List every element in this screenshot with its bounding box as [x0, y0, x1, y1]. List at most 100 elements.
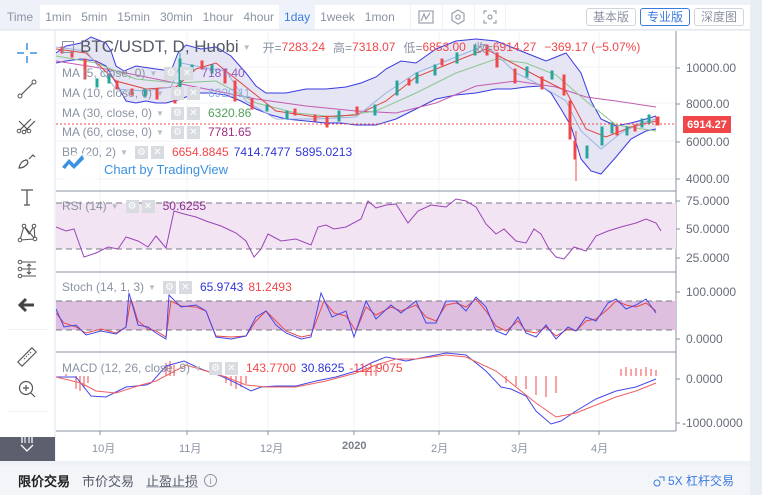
interval-5min[interactable]: 5min	[81, 10, 108, 24]
stoch-d-value: 81.2493	[248, 280, 292, 294]
close-icon[interactable]: ✕	[186, 86, 200, 100]
x-tick: 12月	[260, 443, 284, 455]
gear-icon[interactable]: ⚙	[134, 145, 148, 159]
chevron-down-icon[interactable]: ▼	[156, 127, 164, 137]
crosshair-icon	[17, 43, 37, 63]
back-tool[interactable]	[10, 291, 44, 319]
close-icon[interactable]: ✕	[141, 199, 155, 213]
text-tool[interactable]	[10, 183, 44, 211]
ma10-value: 6920.11	[207, 86, 251, 100]
gear-icon[interactable]: ⚙	[125, 199, 139, 213]
tradingview-watermark[interactable]: Chart by TradingView	[60, 153, 228, 185]
main-legend: BTC/USDT, D, Huobi ▼ 开= 7283.24 高= 7318.07…	[62, 37, 640, 57]
x-tick: 4月	[591, 443, 609, 455]
settings-button[interactable]	[441, 4, 474, 30]
gear-icon[interactable]: ⚙	[164, 66, 178, 80]
magnet-icon	[20, 431, 34, 452]
indicator-button[interactable]	[409, 4, 442, 30]
leverage-icon	[653, 476, 665, 486]
chevron-down-icon[interactable]: ▼	[120, 147, 128, 157]
x-tick: 2月	[431, 443, 449, 455]
interval-time[interactable]: Time	[0, 5, 41, 29]
leverage-trading-link[interactable]: 5X 杠杆交易	[653, 472, 734, 489]
ma5-legend: MA (5, close, 0) ▼ ⚙ ✕ 7187.40	[62, 66, 245, 80]
brush-tool[interactable]	[10, 147, 44, 175]
info-icon[interactable]: i	[204, 474, 218, 487]
close-icon[interactable]: ✕	[224, 361, 238, 375]
ma5-label[interactable]: MA (5, close, 0)	[62, 66, 146, 80]
fullscreen-button[interactable]	[473, 4, 506, 30]
interval-selector: Time 1min 5min 15min 30min 1hour 4hour 1…	[0, 5, 400, 29]
macd-legend: MACD (12, 26, close, 9) ▼ ⚙ ✕ 143.7700 30.…	[62, 361, 403, 375]
tools-divider-2	[8, 411, 48, 412]
gear-icon[interactable]: ⚙	[170, 86, 184, 100]
depth-chart-button[interactable]: 深度图	[693, 8, 744, 26]
close-icon[interactable]: ✕	[150, 145, 164, 159]
tab-stop-order[interactable]: 止盈止损	[146, 474, 199, 489]
interval-1day[interactable]: 1day	[279, 5, 316, 29]
ma30-value: 6320.86	[207, 106, 252, 120]
rsi-label[interactable]: RSI (14)	[62, 199, 107, 213]
ma60-label[interactable]: MA (60, close, 0)	[62, 125, 153, 139]
price-tick: 10000.00	[686, 61, 737, 75]
ma30-legend: MA (30, close, 0) ▼ ⚙ ✕ 6320.86	[62, 106, 251, 120]
gear-icon[interactable]: ⚙	[170, 125, 184, 139]
text-icon	[21, 189, 33, 206]
price-tick: 8000.00	[686, 97, 730, 111]
interval-15min[interactable]: 15min	[117, 10, 150, 24]
interval-4hour[interactable]: 4hour	[243, 10, 275, 24]
gear-icon[interactable]: ⚙	[162, 280, 176, 294]
magnet-tool[interactable]	[10, 427, 44, 455]
chevron-down-icon[interactable]: ▼	[194, 363, 202, 373]
macd-label[interactable]: MACD (12, 26, close, 9)	[62, 361, 191, 375]
open-label: 开=	[262, 40, 282, 55]
pro-view-button[interactable]: 专业版	[639, 8, 690, 26]
gear-icon[interactable]: ⚙	[208, 361, 222, 375]
indicator-icon	[418, 10, 434, 24]
crosshair-tool[interactable]	[10, 39, 44, 67]
close-icon[interactable]: ✕	[180, 66, 194, 80]
tab-market-order[interactable]: 市价交易	[82, 474, 135, 489]
close-icon[interactable]: ✕	[178, 280, 192, 294]
close-icon[interactable]: ✕	[186, 125, 200, 139]
open-value: 7283.24	[281, 40, 326, 54]
pattern-tool[interactable]	[10, 219, 44, 247]
chevron-down-icon[interactable]: ▼	[149, 68, 158, 78]
interval-1min[interactable]: 1min	[45, 10, 72, 24]
chevron-down-icon[interactable]: ▼	[110, 201, 119, 211]
ma10-label[interactable]: MA (10, close, 0)	[62, 86, 153, 100]
interval-30min[interactable]: 30min	[159, 10, 193, 24]
stoch-label[interactable]: Stoch (14, 1, 3)	[62, 280, 145, 294]
rsi-tick: 75.0000	[686, 194, 730, 208]
zoom-in-tool[interactable]	[10, 375, 44, 403]
ma30-label[interactable]: MA (30, close, 0)	[62, 106, 153, 120]
trend-line-icon	[17, 79, 37, 99]
chevron-down-icon[interactable]: ▼	[242, 42, 251, 52]
tab-limit-order[interactable]: 限价交易	[18, 474, 71, 489]
close-icon[interactable]: ✕	[186, 106, 200, 120]
macd-signal-value: -112.9075	[349, 361, 403, 375]
fib-tool[interactable]	[10, 255, 44, 283]
interval-1hour[interactable]: 1hour	[202, 10, 234, 24]
gear-icon[interactable]: ⚙	[170, 106, 184, 120]
brush-icon	[18, 154, 36, 169]
pitchfork-tool[interactable]	[10, 111, 44, 139]
collapse-icon[interactable]	[62, 41, 74, 53]
price-tick: 6000.00	[686, 135, 730, 149]
tools-bottom-bar	[0, 437, 55, 461]
symbol-title[interactable]: BTC/USDT, D, Huobi	[80, 37, 239, 56]
trend-line-tool[interactable]	[10, 75, 44, 103]
interval-1week[interactable]: 1week	[320, 10, 355, 24]
chevron-down-icon[interactable]: ▼	[148, 282, 156, 292]
low-label: 低=	[403, 40, 423, 55]
ruler-tool[interactable]	[10, 343, 44, 371]
back-arrow-icon	[17, 297, 34, 313]
interval-1mon[interactable]: 1mon	[364, 10, 395, 24]
basic-view-button[interactable]: 基本版	[585, 8, 636, 26]
close-value: 6914.27	[492, 40, 537, 54]
chevron-down-icon[interactable]: ▼	[156, 108, 164, 118]
ma5-value: 7187.40	[201, 66, 245, 80]
chevron-down-icon[interactable]: ▼	[156, 88, 164, 98]
chart-area[interactable]: BTC/USDT, D, Huobi ▼ 开= 7283.24 高= 7318.07…	[56, 31, 750, 461]
order-type-bar: 限价交易 市价交易 止盈止损 i 5X 杠杆交易	[0, 466, 750, 495]
